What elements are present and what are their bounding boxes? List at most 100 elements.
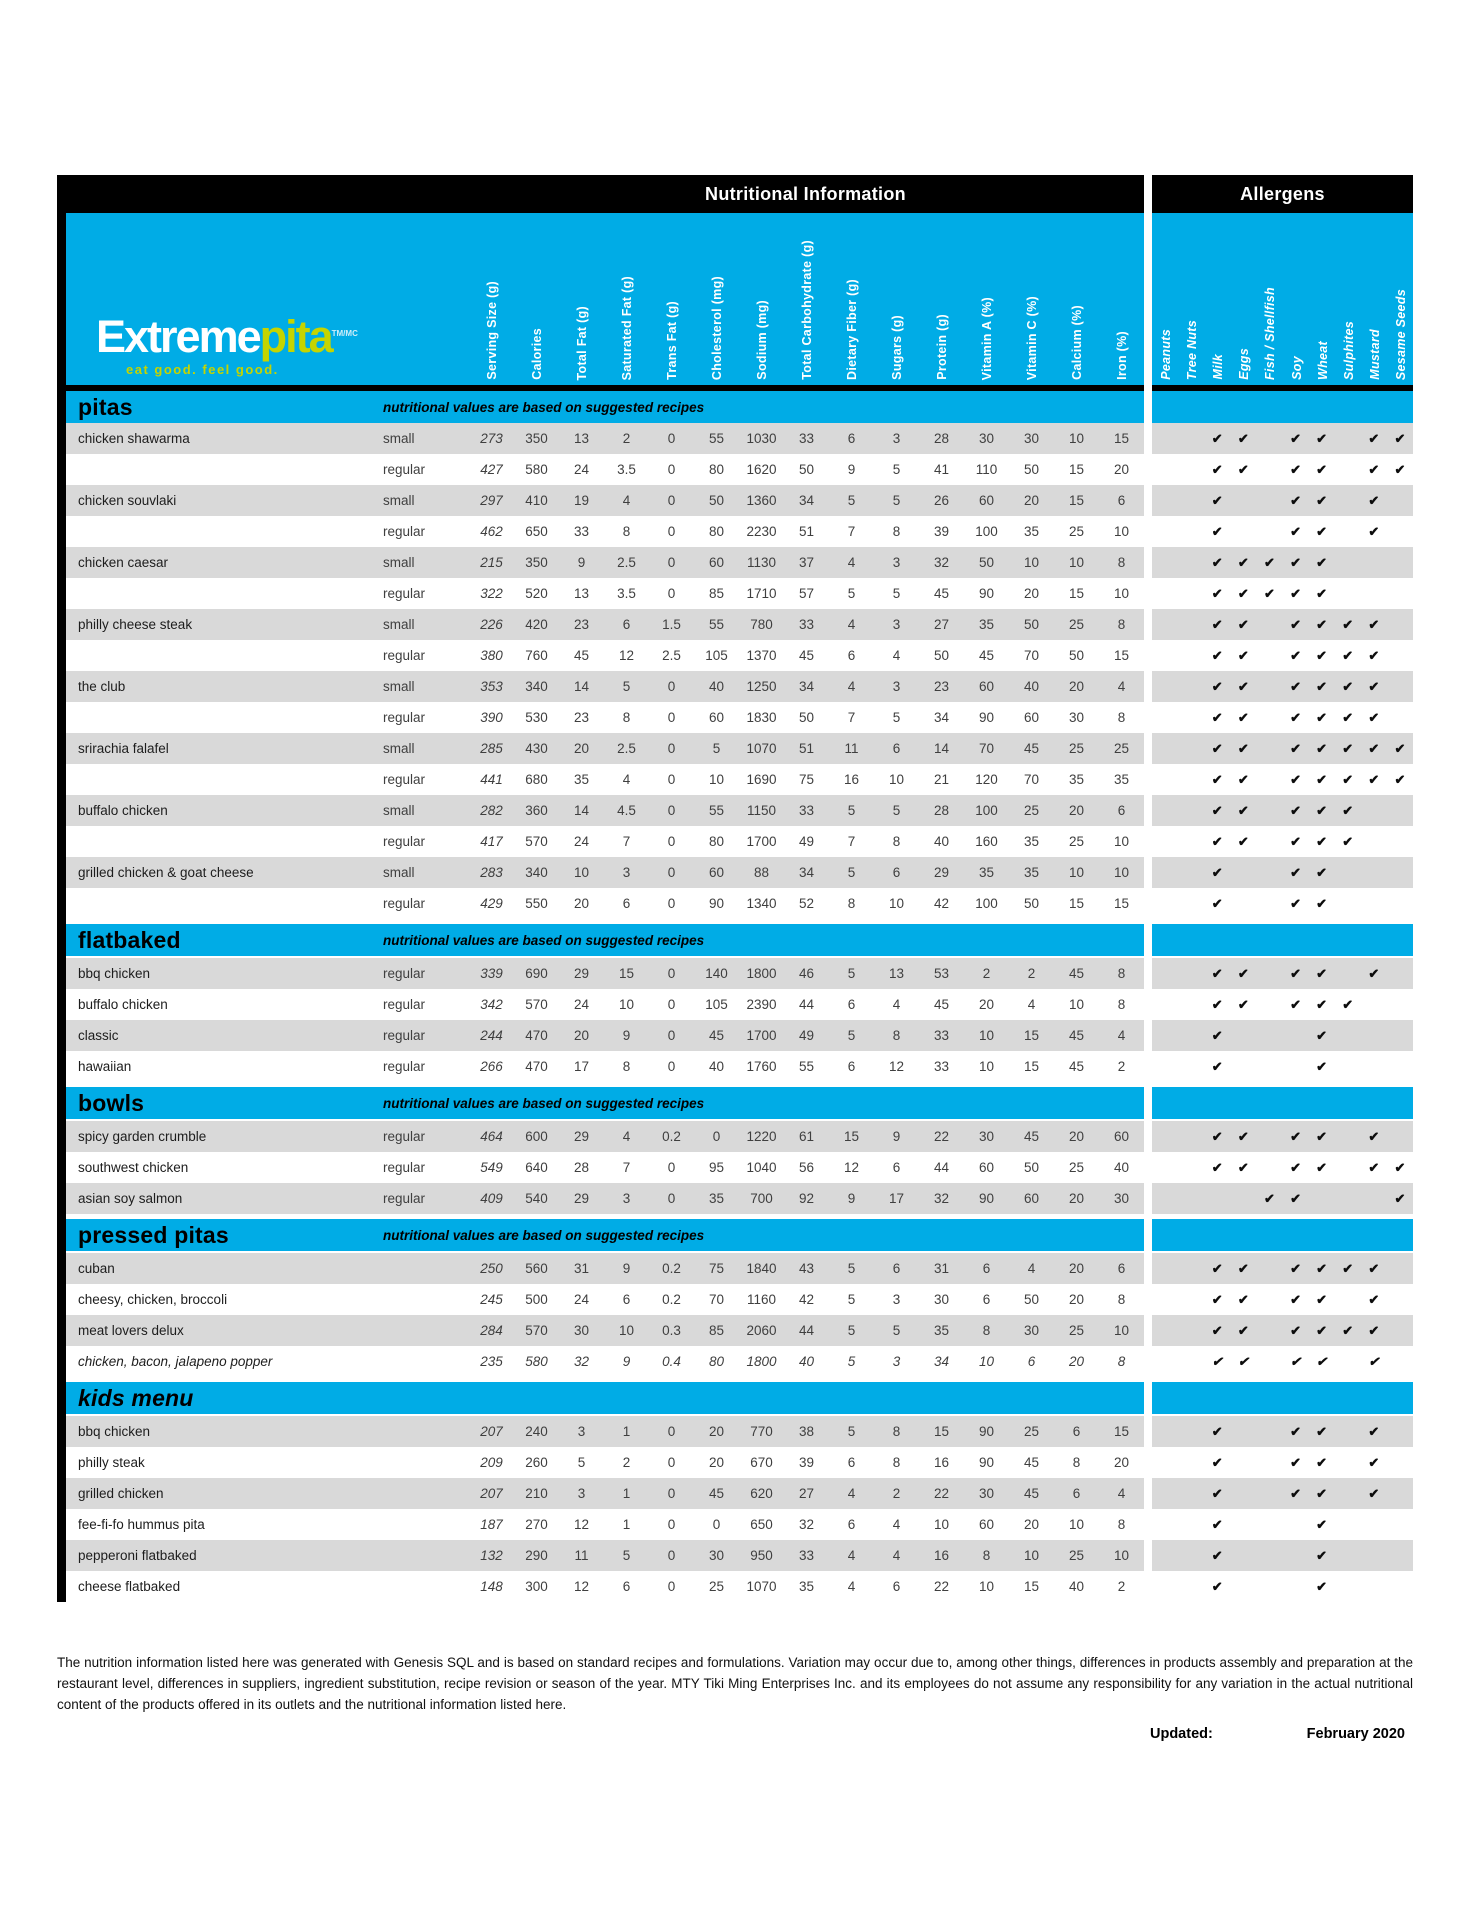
value-total-carbohydrate-g: 39 [798,1455,815,1470]
item-name: spicy garden crumble [78,1129,207,1144]
value-total-fat-g: 28 [573,1160,590,1175]
value-calcium: 50 [1068,648,1085,663]
value-total-carbohydrate-g: 42 [798,1292,815,1307]
value-sodium-mg: 1840 [746,1261,777,1276]
allergen-milk-check: ✔ [1211,585,1223,601]
value-serving-size-g: 282 [480,803,503,818]
value-total-fat-g: 35 [573,772,590,787]
allergen-eggs-check: ✔ [1237,616,1249,632]
band-divider [1144,857,1152,888]
row-nutrition-band: philly cheese steak small 226 420 23 6 1.5 55 78… [66,609,1144,640]
table-row: classic regular 244 470 20 9 0 45 1700 49 5 8 33 10 15… [66,1020,1413,1051]
value-serving-size-g: 409 [480,1191,503,1206]
allergen-mustard-check: ✔ [1368,1423,1380,1439]
value-calcium: 15 [1068,493,1085,508]
section-note: nutritional values are based on suggeste… [383,1095,705,1111]
value-sugars-g: 6 [892,741,901,756]
value-calcium: 45 [1068,1059,1085,1074]
value-iron: 8 [1117,710,1126,725]
item-size: small [383,617,415,632]
value-dietary-fiber-g: 7 [847,834,856,849]
band-divider [1144,958,1152,989]
row-allergen-band: ✔ ✔ ✔ ✔ ✔ ✔ ✔ [1152,764,1413,795]
value-sugars-g: 3 [892,555,901,570]
value-calories: 560 [525,1261,548,1276]
band-divider [1144,1346,1152,1377]
value-saturated-fat-g: 10 [618,1323,635,1338]
value-serving-size-g: 283 [480,865,503,880]
value-saturated-fat-g: 6 [622,1579,631,1594]
band-divider [1144,733,1152,764]
brand-tagline: eat good. feel good. [126,362,279,377]
value-total-carbohydrate-g: 33 [798,431,815,446]
allergen-eggs-check: ✔ [1237,1159,1249,1175]
value-saturated-fat-g: 4 [622,493,631,508]
value-iron: 35 [1113,772,1130,787]
value-vitamin-a: 10 [978,1579,995,1594]
section-header-allergen-band [1152,391,1413,423]
table-row: chicken caesar small 215 350 9 2.5 0 60 1130 37 4 3… [66,547,1413,578]
header-separator-allergens [1152,385,1413,391]
value-vitamin-c: 45 [1023,741,1040,756]
value-total-fat-g: 5 [577,1455,586,1470]
value-vitamin-c: 60 [1023,710,1040,725]
value-vitamin-a: 30 [978,1129,995,1144]
band-divider [1144,795,1152,826]
value-total-fat-g: 3 [577,1486,586,1501]
item-size: small [383,803,415,818]
table-row: southwest chicken regular 549 640 28 7 0 95 1040… [66,1152,1413,1183]
value-saturated-fat-g: 3 [622,865,631,880]
row-allergen-band: ✔ ✔ ✔ ✔ ✔ ✔ [1152,702,1413,733]
value-vitamin-c: 50 [1023,462,1040,477]
band-divider [1144,1540,1152,1571]
value-sodium-mg: 1160 [746,1292,777,1307]
allergen-milk-check: ✔ [1211,430,1223,446]
band-divider [1144,547,1152,578]
item-size: small [383,493,415,508]
row-allergen-band: ✔ ✔ ✔ [1152,857,1413,888]
value-trans-fat-g: 0 [667,741,676,756]
value-vitamin-c: 10 [1023,1548,1040,1563]
value-sugars-g: 3 [892,431,901,446]
value-dietary-fiber-g: 16 [843,772,860,787]
value-vitamin-c: 50 [1023,896,1040,911]
value-vitamin-a: 30 [978,431,995,446]
value-calcium: 10 [1068,1517,1085,1532]
value-calcium: 6 [1072,1424,1081,1439]
value-calories: 340 [525,865,548,880]
band-divider [1144,640,1152,671]
value-saturated-fat-g: 5 [622,679,631,694]
value-vitamin-a: 8 [982,1548,991,1563]
column-header-mustard: Mustard [1367,329,1382,380]
band-divider [1144,1087,1152,1119]
allergen-mustard-check: ✔ [1368,430,1380,446]
value-dietary-fiber-g: 6 [847,1517,856,1532]
item-name: bbq chicken [78,966,151,981]
value-calories: 270 [525,1517,548,1532]
table-row: chicken, bacon, jalapeno popper 235 580 32 9… [66,1346,1413,1377]
allergen-wheat-check: ✔ [1316,1322,1328,1338]
allergen-milk-check: ✔ [1211,1516,1223,1532]
value-vitamin-c: 50 [1023,1160,1040,1175]
allergen-wheat-check: ✔ [1316,1291,1328,1307]
allergen-wheat-check: ✔ [1316,1128,1328,1144]
value-vitamin-c: 6 [1027,1354,1036,1369]
value-protein-g: 10 [933,1517,950,1532]
section-header-bowls: bowls nutritional values are based on sug… [66,1087,1413,1119]
value-total-carbohydrate-g: 75 [798,772,815,787]
section-title: bowls [78,1089,145,1116]
value-protein-g: 28 [933,803,950,818]
value-trans-fat-g: 0 [667,865,676,880]
value-dietary-fiber-g: 7 [847,524,856,539]
value-dietary-fiber-g: 5 [847,1261,856,1276]
value-cholesterol-mg: 80 [708,834,725,849]
value-trans-fat-g: 0 [667,462,676,477]
value-vitamin-a: 20 [978,997,995,1012]
allergen-wheat-check: ✔ [1316,996,1328,1012]
value-iron: 60 [1113,1129,1130,1144]
row-nutrition-band: regular 441 680 35 4 0 10 1690 75 16 10 21 120 70 35 35 [66,764,1144,795]
allergen-milk-check: ✔ [1211,1578,1223,1594]
value-sugars-g: 8 [892,1455,901,1470]
value-protein-g: 29 [933,865,950,880]
section-header-band: pressed pitas nutritional values are base… [66,1219,1144,1251]
